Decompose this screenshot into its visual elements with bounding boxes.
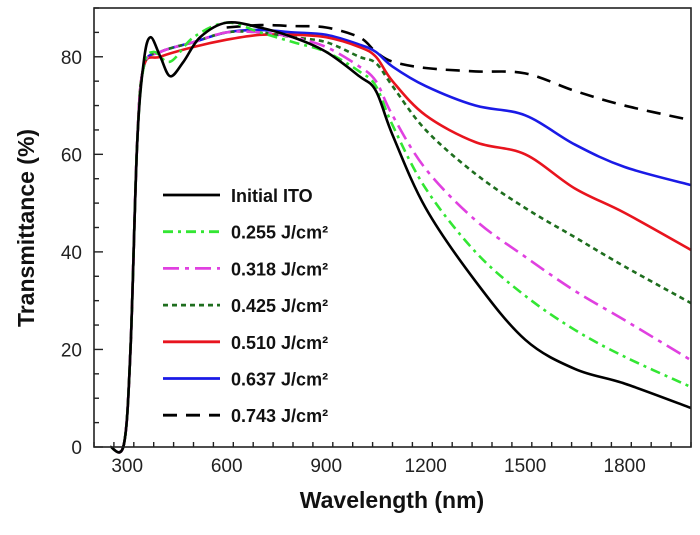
x-tick-label: 300	[111, 456, 143, 477]
plot-frame	[93, 7, 692, 448]
y-axis: 0 20 40 60 80	[61, 7, 103, 459]
series-line-2	[110, 30, 692, 454]
legend-label: 0.255 J/cm²	[231, 223, 328, 243]
legend-label: 0.637 J/cm²	[231, 370, 328, 390]
legend: Initial ITO 0.255 J/cm² 0.318 J/cm² 0.425 J…	[163, 186, 328, 426]
plot-curves	[110, 20, 692, 454]
x-tick-label: 1200	[405, 456, 447, 477]
y-axis-label: Transmittance (%)	[13, 129, 39, 327]
x-tick-label: 1500	[504, 456, 546, 477]
x-tick-label: 1800	[604, 456, 646, 477]
series-line-5	[110, 28, 692, 454]
y-tick-label: 40	[61, 243, 82, 264]
legend-label: 0.510 J/cm²	[231, 333, 328, 353]
y-tick-label: 80	[61, 48, 82, 69]
legend-label: 0.318 J/cm²	[231, 259, 328, 279]
legend-label: 0.425 J/cm²	[231, 296, 328, 316]
series-line-3	[110, 30, 692, 454]
x-axis: 300 600 900 1200 1500 1800	[93, 442, 692, 477]
legend-label: Initial ITO	[231, 186, 313, 206]
x-tick-label: 900	[310, 456, 342, 477]
y-tick-label: 60	[61, 145, 82, 166]
x-axis-label: Wavelength (nm)	[300, 487, 484, 513]
y-tick-label: 20	[61, 340, 82, 361]
y-tick-label: 0	[71, 438, 82, 459]
x-tick-label: 600	[211, 456, 243, 477]
series-line-1	[110, 21, 692, 454]
series-line-0	[110, 20, 692, 454]
legend-label: 0.743 J/cm²	[231, 406, 328, 426]
